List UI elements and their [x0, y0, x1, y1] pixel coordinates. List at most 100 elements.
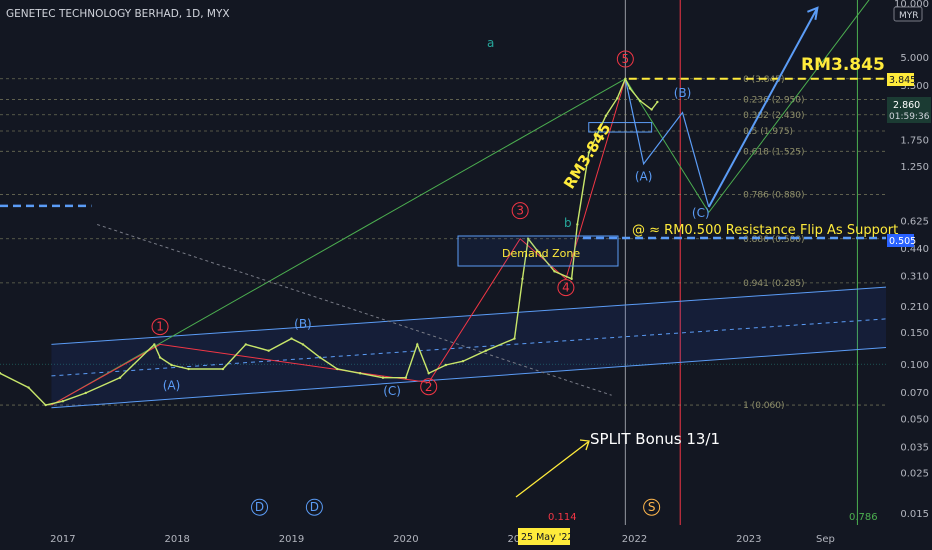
time-tick-label: Sep	[816, 534, 835, 545]
fib-label-1: 1 (0.060)	[743, 401, 784, 411]
price-axis[interactable]: 10.000 5.000 3.500 1.750 1.250 0.625 0.440 0.31…	[894, 0, 929, 520]
price-point	[221, 367, 225, 371]
time-cursor-tag: 25 May '22	[518, 528, 573, 545]
resistance-note: @ ≈ RM0.500 Resistance Flip As Support	[632, 223, 898, 238]
price-point	[318, 356, 322, 359]
time-tick-label: 2018	[164, 534, 189, 545]
wave-label: 3	[516, 204, 524, 218]
price-point	[587, 151, 590, 154]
demand-zone-box[interactable]	[457, 235, 619, 267]
price-point	[484, 349, 488, 352]
split-arrow[interactable]	[515, 441, 589, 498]
price-point	[290, 337, 293, 340]
channel-upper[interactable]	[51, 286, 887, 345]
wave-circle	[251, 498, 269, 516]
wave-label: D	[310, 500, 319, 514]
price-point	[158, 356, 162, 359]
wave-circle	[616, 50, 634, 68]
time-tick-label: 2020	[393, 534, 418, 545]
countdown-text: 01:59:36	[889, 112, 930, 122]
price-tick-label: 3.500	[900, 81, 929, 92]
wave-circle	[643, 498, 661, 516]
fib-label-0.786: 0.786 (0.880)	[743, 190, 804, 200]
demand-zone-label: Demand Zone	[502, 247, 580, 260]
price-tick-label: 0.210	[900, 302, 929, 313]
price-point	[427, 372, 430, 375]
price-tag-3845-text: 3.845	[889, 75, 916, 86]
fib-retracement[interactable]: 0 (3.845)0.236 (2.950)0.382 (2.430)0.5 (…	[0, 75, 886, 411]
price-tick-label: 0.015	[900, 509, 929, 520]
price-tick-label: 1.750	[900, 136, 929, 147]
blue-abc-path[interactable]	[624, 78, 710, 208]
price-point	[84, 391, 87, 395]
price-point	[604, 114, 608, 117]
price-point	[187, 367, 190, 371]
gray-dashed-trend[interactable]	[97, 223, 612, 396]
fib-label-0.5: 0.5 (1.975)	[743, 127, 793, 137]
wave-label: S	[648, 500, 656, 514]
price-point	[553, 270, 556, 273]
price-line	[0, 77, 658, 406]
price-tick-label: 0.100	[900, 360, 929, 371]
price-tick-label: 0.625	[900, 216, 929, 227]
price-tick-label: 0.025	[900, 469, 929, 480]
price-tick-label: 0.035	[900, 442, 929, 453]
time-tick-label: 2017	[50, 534, 75, 545]
price-point	[44, 403, 47, 407]
blue-projection-arrow[interactable]	[707, 7, 819, 208]
price-point	[301, 343, 305, 346]
wave-label: (B)	[674, 86, 692, 100]
price-tag-0505-text: 0.505	[889, 236, 916, 247]
green-trend-projection[interactable]	[708, 0, 886, 213]
price-point	[404, 376, 408, 379]
blue-arrow-head	[807, 6, 819, 21]
price-point	[536, 249, 539, 252]
abc-target-box[interactable]	[588, 122, 653, 133]
fib-label-0.941: 0.941 (0.285)	[743, 279, 804, 289]
price-tick-label: 0.150	[900, 328, 929, 339]
price-point	[153, 343, 156, 346]
price-tick-label: 1.250	[900, 162, 929, 173]
wave-label: (A)	[163, 379, 181, 393]
wave-circle	[420, 378, 438, 396]
price-point	[526, 237, 530, 240]
wave-label: D	[255, 500, 264, 514]
wave-label: 4	[562, 281, 570, 295]
currency-button[interactable]: MYR	[893, 6, 923, 22]
price-point	[624, 77, 627, 80]
price-point	[27, 386, 30, 389]
channel-lower[interactable]	[51, 346, 887, 409]
price-point	[444, 363, 448, 367]
price-point	[336, 367, 339, 371]
price-point	[0, 372, 2, 375]
wave-label: 5	[622, 52, 630, 66]
header-title: GENETEC TECHNOLOGY BERHAD, 1D, MYX	[6, 8, 230, 20]
bottom-green-value: 0.786	[849, 512, 878, 523]
price-point	[639, 99, 642, 103]
price-point	[461, 359, 465, 363]
price-tick-label: 10.000	[894, 0, 929, 10]
red-wave-path[interactable]	[51, 78, 626, 406]
price-point	[656, 100, 659, 104]
price-series	[0, 77, 659, 407]
price-point	[628, 87, 632, 90]
currency-label: MYR	[899, 11, 919, 21]
wave-label: 1	[156, 320, 164, 334]
price-tick-label: 0.440	[900, 244, 929, 255]
wave-circle	[511, 202, 529, 220]
price-point	[118, 376, 122, 379]
price-point	[616, 97, 619, 100]
time-axis[interactable]: 2017201820192020202120222023Sep	[50, 534, 835, 545]
fib-label-0.886: 0.886 (0.500)	[743, 235, 804, 245]
grid-layer	[624, 0, 858, 525]
green-wave-b: b	[564, 216, 572, 230]
current-price-text: 2.860	[893, 100, 920, 111]
price-point	[650, 108, 653, 111]
price-point	[61, 400, 65, 403]
time-tick-label: 2019	[279, 534, 304, 545]
split-note: SPLIT Bonus 13/1	[590, 430, 720, 448]
fib-label-0.618: 0.618 (1.525)	[743, 147, 804, 157]
wave-label: (C)	[692, 206, 710, 220]
price-point	[570, 277, 573, 281]
